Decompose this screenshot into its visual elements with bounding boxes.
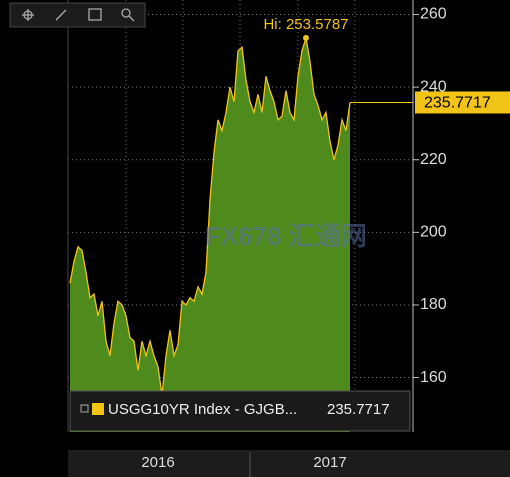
high-label: Hi: 253.5787 bbox=[263, 16, 348, 33]
y-tick-label: 240 bbox=[420, 78, 447, 95]
draw-icon[interactable] bbox=[55, 9, 67, 21]
zoom-icon[interactable] bbox=[121, 8, 131, 18]
last-value-tag bbox=[415, 91, 510, 114]
y-tick-label: 260 bbox=[420, 6, 447, 23]
legend-value: 235.7717 bbox=[327, 401, 390, 418]
legend-label: USGG10YR Index - GJGB... bbox=[108, 401, 297, 418]
table-icon[interactable] bbox=[88, 8, 102, 21]
legend: USGG10YR Index - GJGB... 235.7717 bbox=[69, 390, 411, 432]
y-tick-label: 220 bbox=[420, 151, 447, 168]
legend-swatch bbox=[92, 403, 104, 415]
legend-toggle[interactable] bbox=[80, 404, 89, 413]
line bbox=[69, 37, 351, 396]
toolbar bbox=[9, 2, 146, 28]
high-marker bbox=[303, 34, 309, 41]
area bbox=[70, 37, 350, 433]
last-value-label: 235.7717 bbox=[424, 95, 491, 112]
watermark: FX678 汇通网 bbox=[205, 221, 367, 251]
y-tick-label: 180 bbox=[420, 296, 447, 313]
zoom-icon bbox=[128, 15, 135, 22]
legend-bg bbox=[69, 390, 411, 432]
x-tick-label: 2017 bbox=[313, 454, 346, 471]
x-axis-bar bbox=[68, 450, 510, 477]
y-tick-label: 200 bbox=[420, 224, 447, 241]
y-tick-label: 160 bbox=[420, 369, 447, 386]
x-tick-label: 2016 bbox=[141, 454, 174, 471]
